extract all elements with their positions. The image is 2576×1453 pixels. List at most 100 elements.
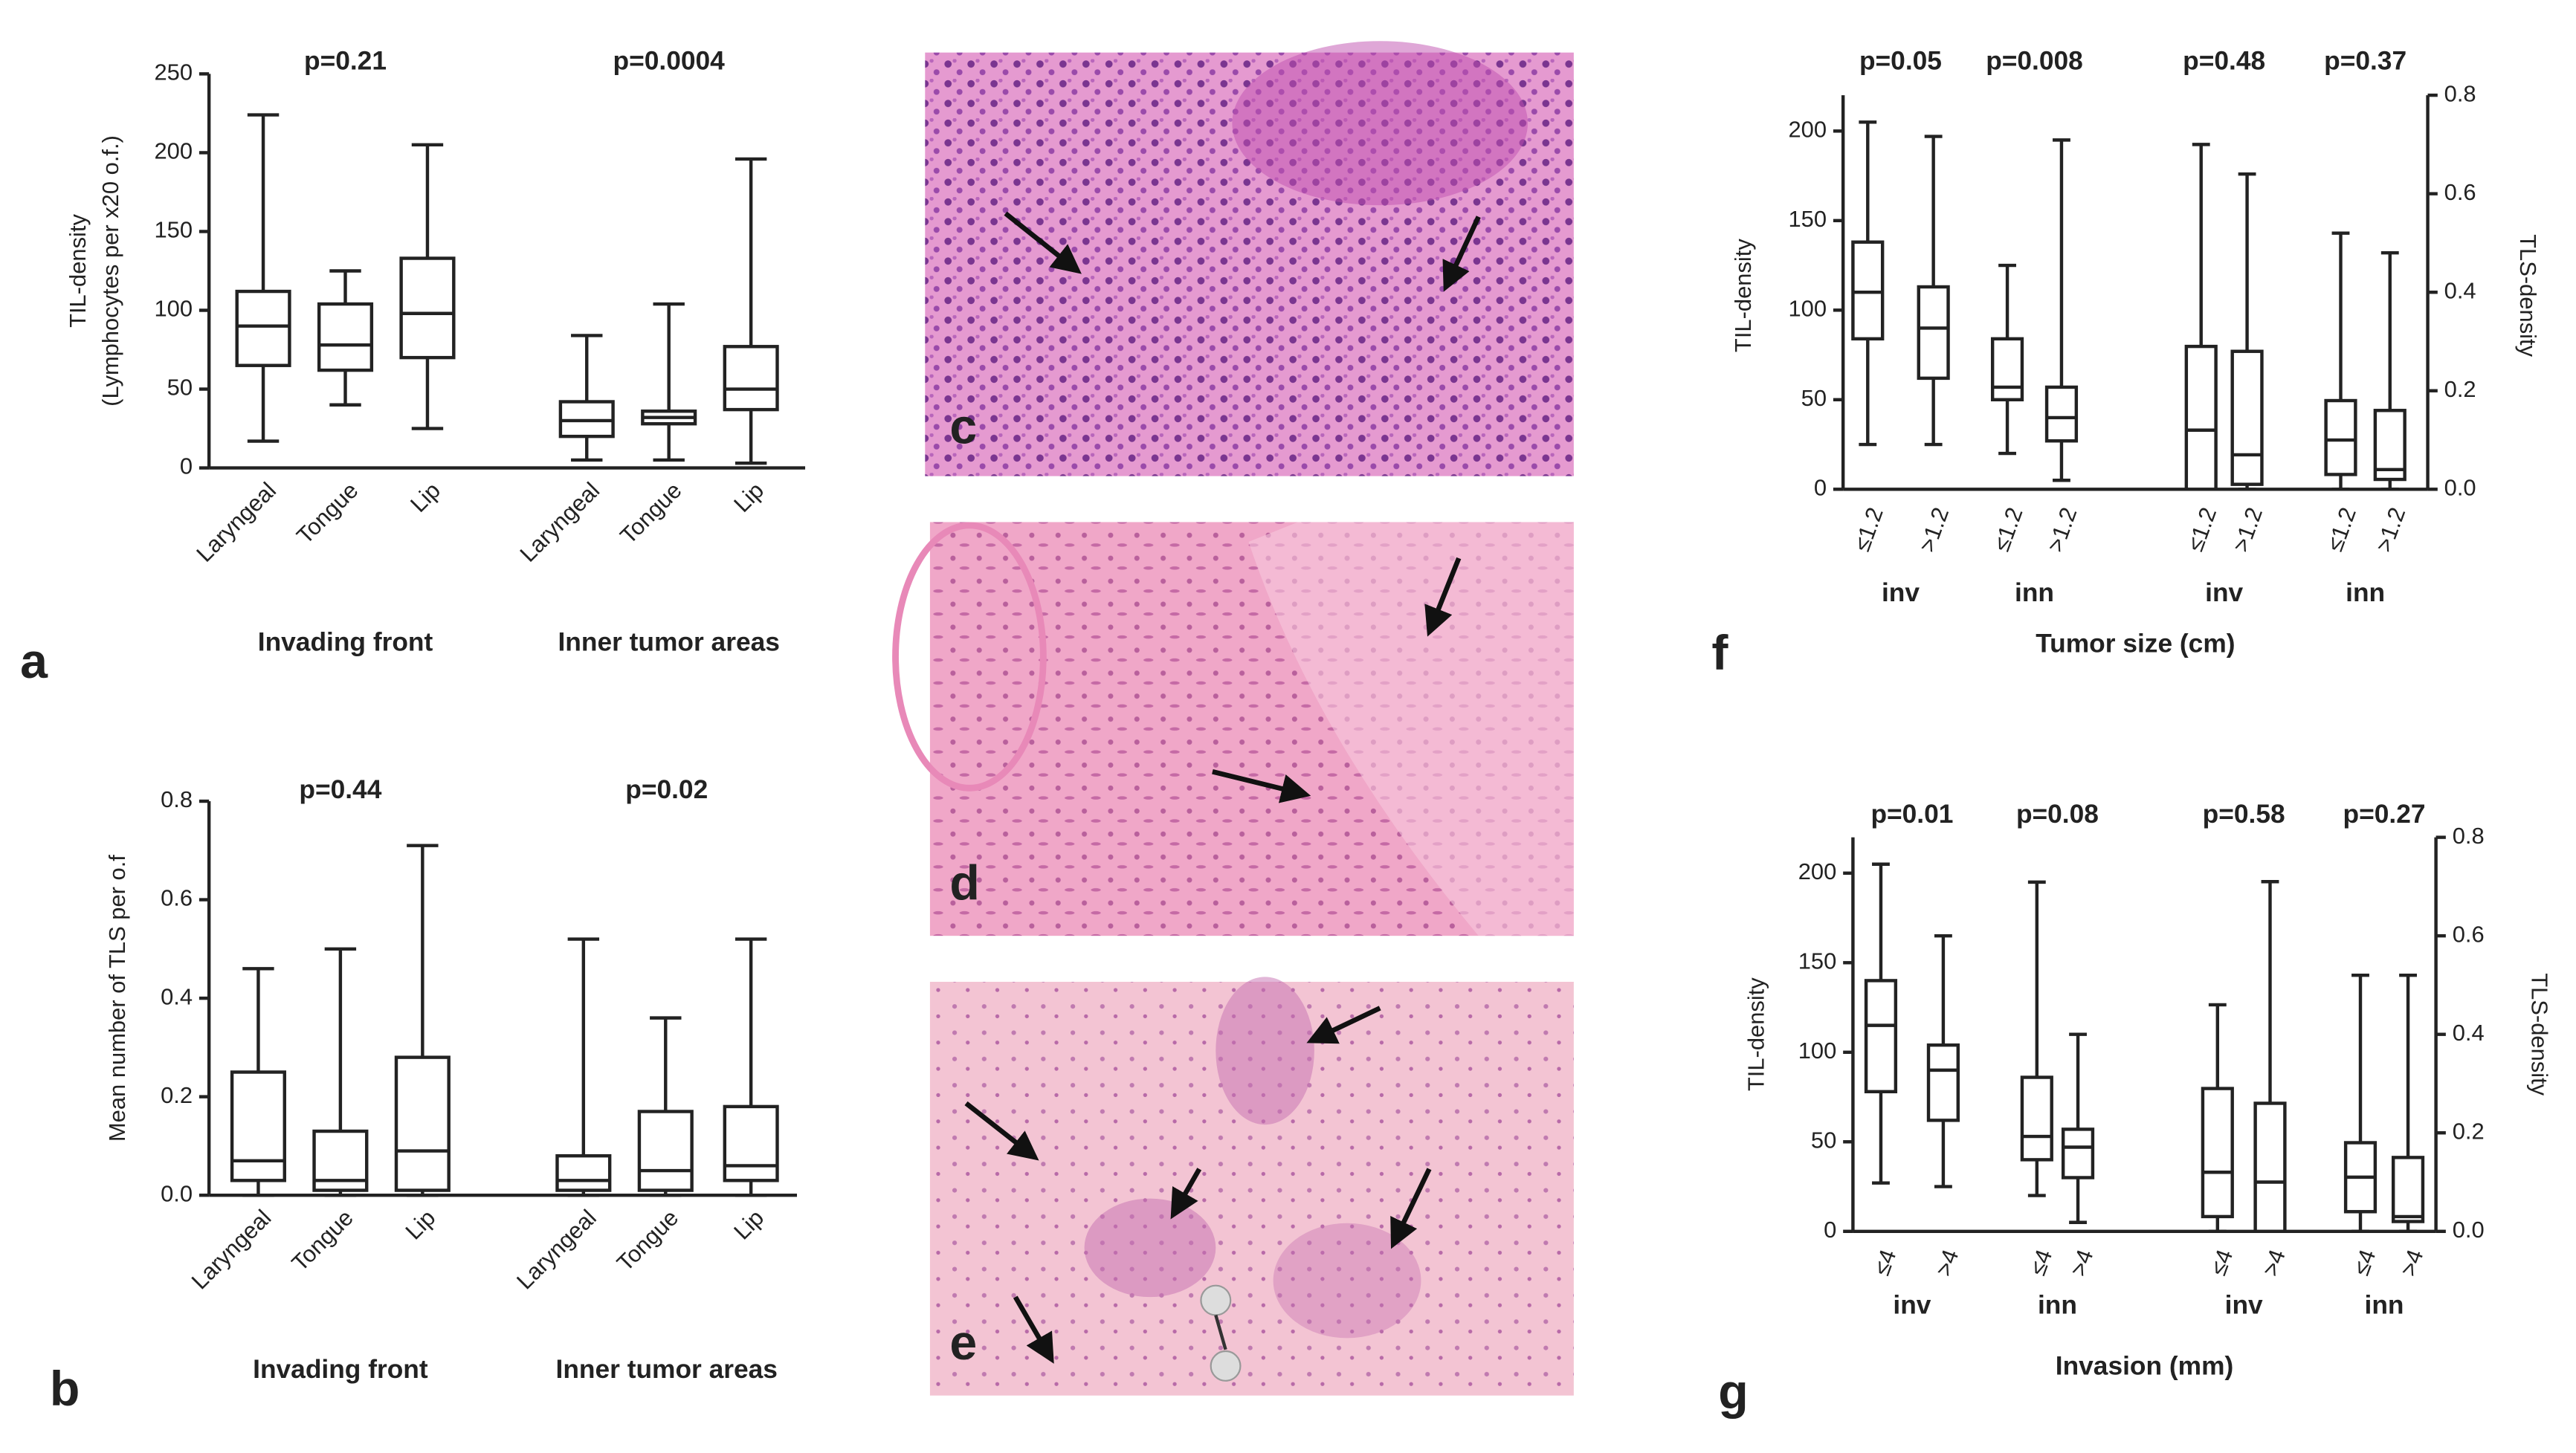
p-value: p=0.0004: [613, 46, 726, 75]
y-axis-label: TIL-density: [1743, 977, 1769, 1091]
box: [723, 1104, 779, 1182]
x-tick-label: ≤1.2: [1848, 504, 1888, 554]
group-label: inv: [1882, 578, 1920, 607]
x-tick-label: >4: [2257, 1246, 2291, 1280]
x-tick-label: Laryngeal: [187, 1205, 277, 1295]
x-tick-label: >1.2: [2227, 504, 2267, 555]
x-tick-label: Laryngeal: [514, 477, 604, 567]
group-label: inv: [2225, 1291, 2263, 1320]
x-tick-label: >4: [2395, 1246, 2429, 1280]
x-tick-label: >4: [2065, 1246, 2099, 1280]
tick-label: 0: [180, 453, 193, 479]
tick-label: 100: [1788, 295, 1827, 321]
panel-label: g: [1718, 1365, 1748, 1420]
p-value: p=0.48: [2183, 46, 2265, 75]
box: [2324, 398, 2357, 476]
box: [555, 1153, 612, 1192]
x-tick-label: Lip: [405, 477, 445, 517]
box: [2391, 1156, 2425, 1223]
panel-label: b: [50, 1362, 80, 1417]
panel-label: a: [20, 634, 48, 689]
box: [2184, 344, 2218, 491]
p-value: p=0.37: [2324, 46, 2406, 75]
box: [235, 289, 291, 367]
x-tick-label: Tongue: [612, 1205, 683, 1276]
group-label: inn: [2346, 578, 2385, 607]
box: [2044, 385, 2079, 443]
x-tick-label: >1.2: [1914, 504, 1954, 555]
group-label: Inner tumor areas: [556, 1355, 778, 1384]
panel-label: f: [1711, 626, 1728, 681]
tick-label: 50: [167, 375, 193, 401]
tick-label: 250: [154, 59, 193, 85]
panel-label: d: [949, 855, 979, 910]
tick-label: 0.8: [2444, 80, 2476, 106]
p-value: p=0.21: [304, 46, 387, 75]
tick-label: 200: [1788, 116, 1827, 142]
y-axis-label: TIL-density: [65, 214, 91, 328]
group-label: inn: [2038, 1291, 2077, 1320]
group-label: Invading front: [258, 627, 433, 656]
group-label: Inner tumor areas: [558, 627, 779, 656]
box: [1990, 337, 2024, 402]
tick-label: 0.4: [2453, 1020, 2485, 1046]
box: [317, 302, 374, 372]
y2-axis-label: TLS-density: [2526, 973, 2552, 1096]
x-axis-label: Invasion (mm): [2056, 1351, 2233, 1380]
x-tick-label: >1.2: [2371, 504, 2411, 555]
group-label: inn: [2015, 578, 2054, 607]
x-tick-label: ≤1.2: [1988, 504, 2027, 554]
p-value: p=0.08: [2016, 800, 2099, 829]
y2-axis-label: TLS-density: [2515, 234, 2541, 357]
p-value: p=0.008: [1986, 46, 2083, 75]
histology-d: [892, 522, 1574, 936]
tick-label: 0.2: [2453, 1118, 2485, 1144]
box: [2230, 349, 2264, 486]
group-label: inv: [2205, 578, 2243, 607]
box: [1851, 240, 1885, 341]
p-value: p=0.05: [1859, 46, 1942, 75]
histology-e: [929, 977, 1574, 1396]
y-axis-label: (Lymphocytes per x20 o.f.): [97, 135, 123, 407]
box: [394, 1055, 451, 1192]
x-tick-label: Laryngeal: [511, 1205, 601, 1295]
box: [637, 1110, 694, 1192]
tick-label: 0: [1814, 474, 1827, 500]
group-label: inn: [2365, 1291, 2404, 1320]
x-tick-label: Tongue: [291, 477, 363, 548]
p-value: p=0.58: [2203, 800, 2285, 829]
tick-label: 50: [1801, 385, 1827, 411]
y-axis-label: TIL-density: [1730, 239, 1756, 352]
tick-label: 0.0: [2453, 1217, 2485, 1243]
x-tick-label: ≤1.2: [2322, 504, 2361, 554]
x-tick-label: >1.2: [2042, 504, 2082, 555]
box: [2253, 1101, 2287, 1233]
tick-label: 0.8: [2453, 823, 2485, 849]
tick-label: 150: [1788, 206, 1827, 232]
p-value: p=0.44: [299, 775, 381, 804]
x-tick-label: Lip: [729, 477, 769, 517]
tick-label: 150: [154, 217, 193, 243]
histology-c: [925, 41, 1574, 476]
y-axis-label: Mean number of TLS per o.f: [104, 855, 130, 1142]
p-value: p=0.01: [1870, 800, 1953, 829]
x-tick-label: Laryngeal: [191, 477, 281, 567]
tick-label: 0.4: [2444, 277, 2476, 303]
x-tick-label: Lip: [729, 1205, 769, 1245]
box: [1917, 285, 1950, 381]
tick-label: 0.2: [2444, 376, 2476, 402]
box: [2020, 1075, 2053, 1162]
tick-label: 200: [1798, 858, 1837, 884]
p-value: p=0.02: [625, 775, 708, 804]
tick-label: 0.6: [161, 885, 193, 911]
box: [1926, 1043, 1960, 1122]
box: [2201, 1087, 2234, 1219]
x-tick-label: Tongue: [615, 477, 686, 548]
box: [1864, 979, 1898, 1094]
tick-label: 150: [1798, 948, 1837, 974]
tick-label: 0.0: [161, 1180, 193, 1206]
tick-label: 100: [154, 296, 193, 322]
box: [723, 345, 779, 412]
tick-label: 200: [154, 138, 193, 164]
tick-label: 0.4: [161, 983, 193, 1009]
